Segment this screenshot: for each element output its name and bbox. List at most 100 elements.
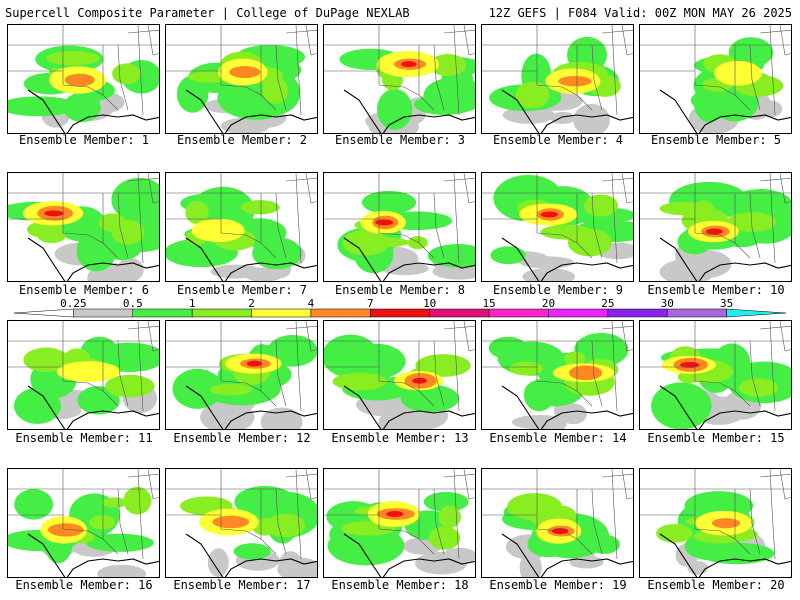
ensemble-member-map (639, 24, 792, 134)
map-canvas (482, 173, 633, 281)
scp-field-2 (98, 213, 126, 232)
state-border (378, 469, 420, 540)
scp-field-7 (212, 515, 250, 529)
state-border (601, 25, 633, 56)
ensemble-member-label: Ensemble Member: 5 (650, 133, 782, 147)
scp-field-1 (77, 386, 120, 415)
scp-field-10 (705, 228, 723, 235)
state-border (482, 45, 593, 111)
map-canvas (166, 469, 317, 577)
ensemble-member-label: Ensemble Member: 7 (176, 283, 308, 297)
run-info: 12Z GEFS | F084 Valid: 00Z MON MAY 26 20… (488, 6, 792, 20)
state-border (433, 321, 460, 412)
map-canvas (482, 321, 633, 429)
state-border (482, 341, 593, 407)
coastline (27, 237, 159, 281)
state-border (8, 341, 119, 407)
scp-field-1 (234, 486, 296, 518)
ensemble-member-map (481, 320, 634, 430)
ensemble-member-map (165, 172, 318, 282)
ensemble-member-map (7, 320, 160, 430)
ensemble-member-map (481, 24, 634, 134)
state-border (166, 341, 277, 407)
scp-field-1 (76, 230, 117, 272)
coastline (343, 533, 475, 577)
coastline (659, 89, 791, 133)
colorbar-segment (726, 308, 787, 318)
scp-low-area (522, 268, 575, 281)
coastline (185, 385, 317, 429)
colorbar-segment (13, 308, 74, 318)
scp-field-2 (353, 237, 410, 248)
coastline (27, 89, 159, 133)
page-title: Supercell Composite Parameter | College … (5, 6, 410, 20)
coastline (501, 89, 633, 133)
map-canvas (640, 321, 791, 429)
ensemble-member-map (7, 468, 160, 578)
colorbar-tick-label: 25 (601, 297, 615, 310)
state-border (749, 173, 776, 264)
state-border (378, 173, 420, 244)
scp-field-2 (89, 515, 116, 530)
scp-field-2 (429, 54, 467, 77)
ensemble-member-map (165, 320, 318, 430)
state-border (220, 173, 262, 244)
coastline (343, 385, 475, 429)
scp-field-10 (680, 361, 700, 368)
state-border (8, 489, 119, 555)
state-border (601, 173, 633, 204)
state-border (749, 321, 776, 412)
map-canvas (8, 173, 159, 281)
state-border (443, 25, 475, 56)
colorbar-segment (548, 308, 609, 318)
colorbar-tick-label: 20 (541, 297, 556, 310)
scp-field-7 (711, 518, 741, 529)
ensemble-member-label: Ensemble Member: 10 (647, 283, 785, 297)
ensemble-member-label: Ensemble Member: 18 (331, 578, 469, 592)
scp-field-2 (262, 77, 289, 104)
scp-field-10 (412, 377, 427, 384)
scp-field-7 (558, 76, 592, 87)
colorbar-segment (488, 308, 549, 318)
scp-low-area (278, 551, 303, 577)
color-scale-bar (13, 308, 787, 318)
ensemble-member-label: Ensemble Member: 13 (331, 431, 469, 445)
state-border (117, 173, 144, 264)
scp-field-1 (347, 343, 406, 379)
coastline (501, 533, 633, 577)
ensemble-member-map (481, 468, 634, 578)
state-border (127, 469, 159, 500)
state-border (378, 25, 420, 96)
colorbar-tick-label: 7 (366, 297, 374, 310)
state-border (285, 25, 317, 56)
map-canvas (8, 469, 159, 577)
coastline (343, 237, 475, 281)
map-canvas (324, 469, 475, 577)
state-border (117, 321, 144, 412)
state-border (220, 321, 262, 392)
coastline (27, 533, 159, 577)
ensemble-member-label: Ensemble Member: 1 (18, 133, 150, 147)
state-border (591, 469, 618, 560)
state-border (275, 173, 302, 264)
state-border (324, 489, 435, 555)
state-border (536, 469, 578, 540)
state-border (536, 173, 578, 244)
map-canvas (166, 321, 317, 429)
colorbar-tick-label: 35 (719, 297, 734, 310)
state-border (536, 25, 578, 96)
state-border (694, 173, 736, 244)
ensemble-member-map (481, 172, 634, 282)
ensemble-member-label: Ensemble Member: 4 (492, 133, 624, 147)
scp-low-area (210, 264, 263, 279)
map-canvas (640, 173, 791, 281)
map-canvas (324, 173, 475, 281)
state-border (749, 25, 776, 116)
ensemble-member-label: Ensemble Member: 15 (647, 431, 785, 445)
coastline (659, 533, 791, 577)
ensemble-member-label: Ensemble Member: 9 (492, 283, 624, 297)
state-border (8, 193, 119, 259)
coastline (27, 385, 159, 429)
coastline (185, 89, 317, 133)
scp-field-2 (23, 347, 70, 373)
